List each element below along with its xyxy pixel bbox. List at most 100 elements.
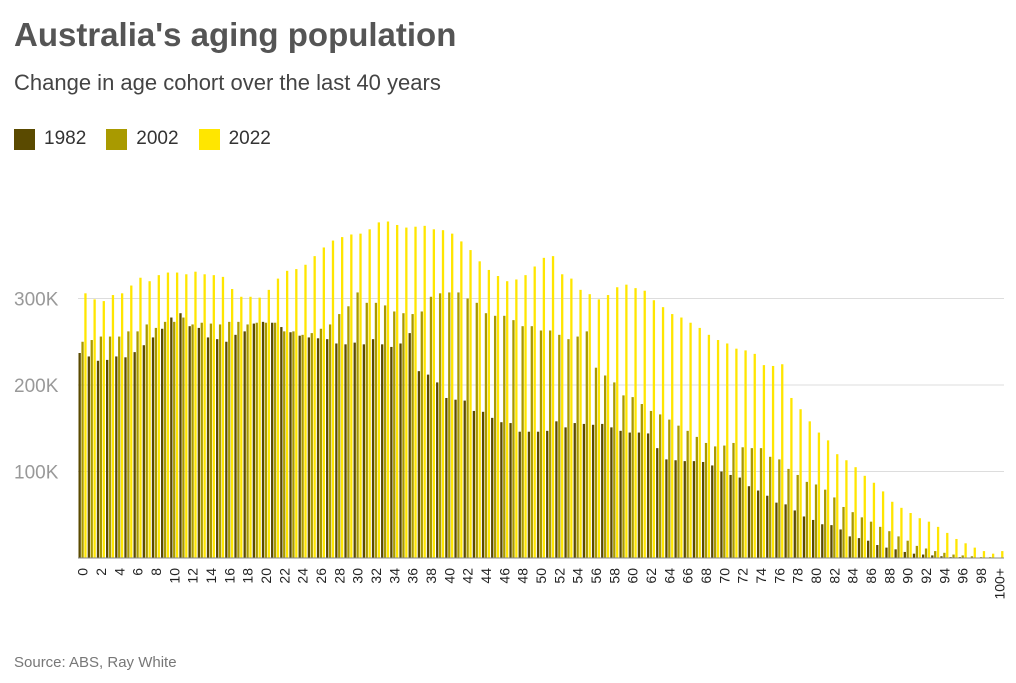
bar-1982-age-50 xyxy=(536,431,540,558)
bar-2022-age-49 xyxy=(533,266,536,558)
bar-2002-age-68 xyxy=(704,442,708,558)
x-tick-label: 36 xyxy=(405,568,421,584)
bar-2002-age-73 xyxy=(750,448,753,558)
x-tick-label: 18 xyxy=(240,568,256,584)
bar-2002-age-90 xyxy=(906,540,909,558)
bar-2022-age-6 xyxy=(139,277,142,558)
x-tick-label: 4 xyxy=(111,568,127,576)
bar-2022-age-79 xyxy=(808,421,811,558)
bar-2022-age-85 xyxy=(863,475,866,558)
bar-2002-age-1 xyxy=(90,340,93,558)
bar-2002-age-34 xyxy=(393,311,396,558)
x-tick-label: 24 xyxy=(295,568,311,584)
bar-2002-age-87 xyxy=(879,526,882,558)
bar-2022-age-32 xyxy=(377,222,380,558)
bar-2022-age-42 xyxy=(469,250,472,558)
bar-2002-age-81 xyxy=(824,489,827,558)
bar-1982-age-87 xyxy=(876,545,879,558)
bar-2002-age-15 xyxy=(218,324,222,558)
bar-1982-age-44 xyxy=(481,411,485,558)
bar-1982-age-53 xyxy=(564,427,567,558)
bar-2022-age-72 xyxy=(744,350,747,558)
bar-1982-age-62 xyxy=(646,433,650,558)
x-tick-label: 44 xyxy=(478,568,494,584)
x-tick-label: 72 xyxy=(735,568,751,584)
legend-item-1982: 1982 xyxy=(14,128,86,150)
bar-1982-age-11 xyxy=(179,313,182,558)
bar-2002-age-25 xyxy=(310,333,313,558)
bar-2022-age-17 xyxy=(240,296,243,558)
bar-2022-age-70 xyxy=(726,343,729,558)
bar-2002-age-33 xyxy=(383,305,387,558)
x-tick-label: 28 xyxy=(331,568,347,584)
bar-1982-age-94 xyxy=(940,556,943,558)
x-tick-label: 64 xyxy=(661,568,677,584)
legend: 1982 2002 2022 xyxy=(14,128,291,150)
bar-2022-age-8 xyxy=(157,275,160,558)
bar-2002-age-58 xyxy=(613,382,616,558)
bar-1982-age-47 xyxy=(509,423,512,558)
bar-2002-age-44 xyxy=(484,313,488,558)
bar-2002-age-76 xyxy=(778,459,781,558)
bar-1982-age-80 xyxy=(811,519,815,558)
bar-2002-age-89 xyxy=(897,536,900,559)
bar-2022-age-58 xyxy=(616,287,619,558)
bar-2002-age-10 xyxy=(173,321,176,558)
x-tick-label: 78 xyxy=(790,568,806,584)
bar-1982-age-82 xyxy=(830,525,833,558)
bar-2022-age-16 xyxy=(230,288,234,558)
bar-2002-age-83 xyxy=(842,506,845,558)
bar-1982-age-51 xyxy=(546,430,549,558)
x-tick-label: 34 xyxy=(386,568,402,584)
bar-2002-age-46 xyxy=(503,315,506,558)
x-tick-label: 46 xyxy=(496,568,512,584)
x-tick-label: 100+ xyxy=(991,568,1007,600)
bar-1982-age-68 xyxy=(701,461,705,558)
bar-2002-age-21 xyxy=(273,322,277,558)
x-tick-label: 80 xyxy=(808,568,824,584)
bar-2022-age-50 xyxy=(542,257,546,558)
bar-2022-age-14 xyxy=(212,275,215,558)
bar-2002-age-47 xyxy=(512,320,515,559)
bar-2022-age-48 xyxy=(524,275,527,558)
bar-1982-age-31 xyxy=(362,344,366,558)
bar-2022-age-74 xyxy=(762,365,766,558)
bar-2002-age-75 xyxy=(769,456,772,558)
bar-1982-age-70 xyxy=(720,471,723,558)
bar-2022-age-45 xyxy=(496,276,500,558)
bar-2002-age-40 xyxy=(448,292,451,558)
bar-2022-age-73 xyxy=(753,353,756,558)
bar-2002-age-14 xyxy=(209,323,213,558)
bar-2022-age-60 xyxy=(634,288,637,558)
bar-2002-age-27 xyxy=(328,324,332,558)
x-tick-label: 50 xyxy=(533,568,549,584)
bar-1982-age-92 xyxy=(921,554,925,558)
bar-1982-age-58 xyxy=(610,427,613,558)
bar-1982-age-23 xyxy=(289,332,292,558)
bar-1982-age-16 xyxy=(225,341,228,558)
x-tick-label: 58 xyxy=(606,568,622,584)
bar-1982-age-41 xyxy=(454,399,457,558)
bar-2002-age-48 xyxy=(521,326,524,558)
x-tick-label: 2 xyxy=(93,568,109,576)
bar-1982-age-52 xyxy=(555,421,558,558)
bar-1982-age-5 xyxy=(124,357,127,558)
bar-2002-age-71 xyxy=(732,442,735,558)
bar-2002-age-95 xyxy=(952,554,955,558)
bar-2022-age-98 xyxy=(982,551,986,558)
bar-2022-age-57 xyxy=(606,295,610,558)
bar-1982-age-20 xyxy=(261,321,265,558)
bar-2002-age-17 xyxy=(237,321,240,558)
bar-1982-age-61 xyxy=(637,432,641,558)
bar-2002-age-54 xyxy=(576,336,579,558)
bar-2022-age-36 xyxy=(414,226,417,558)
bar-1982-age-10 xyxy=(170,317,173,558)
bar-1982-age-42 xyxy=(463,400,466,558)
bar-2022-age-91 xyxy=(918,518,921,558)
bar-2002-age-77 xyxy=(787,468,790,558)
bar-2022-age-78 xyxy=(799,409,802,558)
x-tick-label: 30 xyxy=(350,568,366,584)
bar-2002-age-20 xyxy=(264,322,268,558)
bar-2022-age-66 xyxy=(689,322,692,558)
